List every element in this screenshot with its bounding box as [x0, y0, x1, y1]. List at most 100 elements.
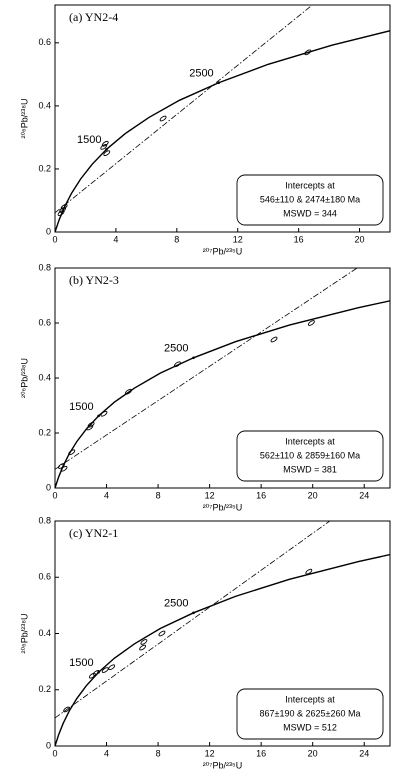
age-marker — [97, 414, 100, 418]
x-tick-label: 8 — [156, 748, 161, 758]
x-axis-label: ²⁰⁷Pb/²³⁵U — [203, 760, 243, 770]
legend-box — [236, 174, 384, 226]
discordia-line — [55, 5, 313, 214]
x-tick-label: 8 — [156, 490, 161, 500]
legend-text: MSWD = 381 — [283, 464, 337, 474]
x-tick-label: 4 — [104, 748, 109, 758]
age-label: 1500 — [69, 401, 93, 413]
age-label: 2500 — [164, 343, 188, 355]
y-tick-label: 0.2 — [38, 427, 51, 437]
data-ellipse — [158, 630, 166, 637]
age-marker — [105, 148, 108, 151]
legend-text: Intercepts at — [285, 694, 335, 704]
data-ellipse — [101, 140, 109, 147]
y-tick-label: 0.4 — [38, 100, 51, 110]
data-ellipse — [124, 388, 132, 395]
age-marker — [192, 356, 195, 360]
discordia-line — [55, 268, 358, 470]
plot-area — [55, 268, 390, 488]
y-tick-label: 0.2 — [38, 684, 51, 694]
x-tick-label: 0 — [52, 490, 57, 500]
data-ellipse — [159, 115, 167, 122]
x-tick-label: 12 — [233, 234, 243, 244]
x-axis-label: ²⁰⁷Pb/²³⁵U — [203, 246, 243, 256]
plot-area — [55, 5, 390, 232]
age-marker — [192, 611, 195, 615]
y-tick-label: 0.6 — [38, 317, 51, 327]
x-tick-label: 16 — [294, 234, 304, 244]
data-ellipse — [57, 463, 65, 469]
y-axis-label: ²⁰⁶Pb/²³⁸U — [19, 613, 29, 653]
age-label: 2500 — [189, 68, 213, 80]
legend-text: 562±110 & 2859±160 Ma — [260, 450, 360, 460]
data-ellipse — [60, 465, 68, 472]
x-tick-label: 20 — [355, 234, 365, 244]
panel: (c) YN2-1 0 4 8 12 16 20 24 0 0.2 0.4 0.6 0.8 ²⁰⁷Pb/²… — [19, 515, 391, 770]
panel-title: (c) YN2-1 — [69, 526, 118, 540]
data-ellipse — [108, 664, 116, 671]
concordia-curve — [55, 553, 390, 746]
age-label: 2500 — [164, 598, 188, 610]
x-tick-label: 0 — [52, 748, 57, 758]
y-tick-label: 0 — [46, 740, 51, 750]
concordia-curve — [55, 300, 390, 488]
y-tick-label: 0 — [46, 482, 51, 492]
legend-text: MSWD = 512 — [283, 722, 337, 732]
y-tick-label: 0.4 — [38, 372, 51, 382]
legend-text: MSWD = 344 — [283, 208, 337, 218]
data-ellipse — [304, 49, 312, 56]
panel-title: (a) YN2-4 — [69, 10, 118, 24]
x-tick-label: 20 — [308, 490, 318, 500]
x-tick-label: 16 — [256, 748, 266, 758]
panel: (a) YN2-4 0 4 8 12 16 20 0 0.2 0.4 0.6 ²⁰⁷Pb/²³⁵U ²⁰… — [19, 4, 391, 256]
panel-title: (b) YN2-3 — [69, 273, 119, 287]
data-ellipse — [87, 421, 95, 428]
y-tick-label: 0.4 — [38, 628, 51, 638]
x-tick-label: 8 — [174, 234, 179, 244]
y-tick-label: 0.8 — [38, 515, 51, 525]
y-tick-label: 0.8 — [38, 262, 51, 272]
data-ellipse — [60, 203, 68, 210]
legend-text: 546±110 & 2474±180 Ma — [260, 194, 360, 204]
discordia-line — [55, 521, 331, 719]
x-tick-label: 4 — [104, 490, 109, 500]
data-ellipse — [307, 320, 315, 326]
x-tick-label: 0 — [52, 234, 57, 244]
x-tick-label: 24 — [359, 490, 369, 500]
y-tick-label: 0.2 — [38, 163, 51, 173]
data-ellipse — [140, 639, 148, 645]
age-marker — [97, 670, 100, 674]
legend-text: Intercepts at — [285, 436, 335, 446]
data-ellipse — [68, 449, 76, 456]
data-ellipse — [88, 672, 96, 679]
axes-frame — [54, 4, 391, 233]
panel: (b) YN2-3 0 4 8 12 16 20 24 0 0.2 0.4 0.6 0.8 ²⁰⁷Pb/²… — [19, 262, 391, 512]
x-tick-label: 12 — [205, 748, 215, 758]
legend-box — [236, 688, 384, 740]
legend-text: Intercepts at — [285, 180, 335, 190]
data-ellipse — [92, 670, 100, 676]
data-ellipse — [173, 361, 181, 368]
y-axis-label: ²⁰⁶Pb/²³⁸U — [19, 358, 29, 398]
legend-text: 867±190 & 2625±260 Ma — [260, 708, 361, 718]
x-tick-label: 20 — [308, 748, 318, 758]
y-tick-label: 0.6 — [38, 572, 51, 582]
legend-box — [236, 430, 384, 482]
data-ellipse — [103, 150, 111, 157]
data-ellipse — [270, 336, 278, 343]
y-axis-label: ²⁰⁶Pb/²³⁸U — [19, 98, 29, 138]
data-ellipse — [100, 410, 108, 417]
x-tick-label: 24 — [359, 748, 369, 758]
data-ellipse — [63, 706, 71, 713]
age-marker — [217, 81, 220, 85]
data-ellipse — [101, 667, 109, 673]
age-label: 1500 — [77, 134, 101, 146]
y-tick-label: 0 — [46, 226, 51, 236]
x-tick-label: 4 — [113, 234, 118, 244]
data-ellipse — [139, 644, 147, 651]
y-tick-label: 0.6 — [38, 37, 51, 47]
x-tick-label: 16 — [256, 490, 266, 500]
x-tick-label: 12 — [205, 490, 215, 500]
data-ellipse — [305, 568, 313, 575]
